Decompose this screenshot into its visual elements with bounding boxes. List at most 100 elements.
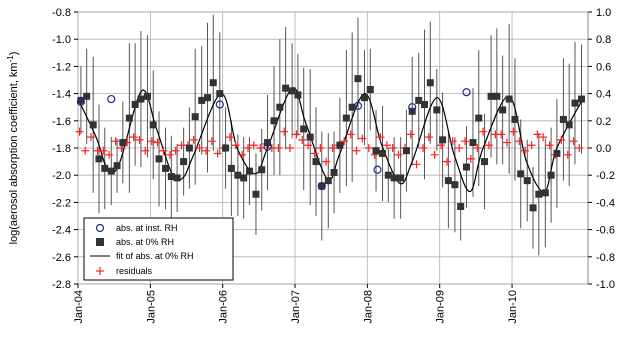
residual-point (328, 144, 337, 152)
abs-0rh-point (415, 96, 423, 104)
residual-point (213, 149, 222, 158)
residual-point (87, 133, 96, 142)
abs-0rh-point (360, 94, 368, 102)
residual-point (497, 130, 506, 139)
residual-point (473, 144, 482, 152)
residual-point (285, 144, 294, 152)
abs-0rh-point (95, 155, 103, 163)
legend-marker-zero (96, 238, 104, 246)
residual-point (292, 130, 301, 139)
abs-0rh-point (511, 115, 519, 123)
abs-0rh-point (252, 190, 260, 198)
abs-inst-point (215, 100, 224, 109)
abs-0rh-point (541, 189, 549, 197)
abs-0rh-point (270, 117, 278, 125)
y2-tick-label: -0.2 (596, 170, 615, 182)
y2-tick-label: -0.6 (596, 225, 615, 237)
y2-tick-label: 0.0 (596, 143, 611, 155)
residual-point (99, 146, 108, 155)
abs-inst-layer (76, 88, 471, 191)
abs-0rh-point (185, 144, 193, 152)
residual-point (376, 133, 385, 142)
residual-point (322, 157, 331, 166)
abs-0rh-point (390, 174, 398, 182)
residual-point (502, 138, 511, 147)
abs-0rh-point (433, 106, 441, 114)
residual-point (515, 137, 524, 146)
residual-point (75, 127, 84, 136)
residual-point (207, 137, 216, 146)
abs-0rh-point (216, 90, 224, 98)
y-tick-label: -2.2 (52, 197, 71, 209)
abs-inst-point (462, 88, 471, 97)
abs-0rh-point (439, 136, 447, 144)
abs-0rh-point (101, 164, 109, 172)
residual-point (430, 150, 439, 159)
residual-point (484, 141, 493, 150)
abs-0rh-point (457, 202, 465, 210)
abs-0rh-point (372, 147, 380, 155)
residual-point (563, 150, 572, 159)
residual-point (575, 144, 584, 152)
residual-point (479, 127, 488, 136)
abs-0rh-point (77, 96, 85, 104)
y2-tick-label: 0.4 (596, 89, 611, 101)
abs-0rh-point (222, 144, 230, 152)
residual-point (521, 146, 530, 155)
x-tick-label: Jan-06 (218, 290, 230, 324)
residual-point (141, 146, 150, 155)
residual-point (129, 133, 138, 142)
y2-tick-label: -0.8 (596, 252, 615, 264)
residual-point (304, 141, 313, 150)
abs-0rh-point (294, 91, 302, 99)
abs-0rh-point (203, 94, 211, 102)
abs-inst-point (263, 142, 272, 151)
abs-0rh-point (397, 174, 405, 182)
abs-0rh-point (336, 141, 344, 149)
abs-0rh-point (529, 204, 537, 212)
abs-0rh-point (577, 95, 585, 103)
x-axis: Jan-04 Jan-05 Jan-06 Jan-07 Jan-08 Jan-09 Jan-… (73, 284, 519, 324)
residual-point (202, 146, 211, 155)
abs-0rh-point (180, 158, 188, 166)
residual-point (539, 133, 548, 142)
abs-0rh-point (312, 158, 320, 166)
residual-point (244, 144, 252, 152)
residual-point (455, 144, 464, 152)
abs-0rh-point (162, 164, 170, 172)
abs-0rh-point (288, 87, 296, 95)
abs-0rh-point (198, 96, 206, 104)
residual-point (461, 137, 470, 146)
abs-0rh-point (421, 100, 429, 108)
abs-0rh-point (462, 163, 470, 171)
abs-0rh-point (384, 171, 392, 179)
residuals-layer (75, 127, 584, 169)
abs-0rh-point (107, 167, 115, 175)
y2-tick-label: 0.2 (596, 116, 611, 128)
abs-0rh-point (113, 162, 121, 170)
abs-0rh-layer (77, 75, 585, 212)
residual-point (159, 146, 168, 155)
abs-inst-point (408, 103, 417, 112)
abs-0rh-point (475, 114, 483, 122)
abs-0rh-point (149, 121, 157, 129)
y-tick-label: -1.2 (52, 61, 71, 73)
y-axis-right: 1.0 0.8 0.6 0.4 0.2 0.0 -0.2 -0.4 -0.6 -0.8 -1.0 (588, 7, 615, 291)
y-tick-label: -2.0 (52, 170, 71, 182)
abs-0rh-point (89, 121, 97, 129)
abs-0rh-point (342, 114, 350, 122)
abs-0rh-point (354, 75, 362, 83)
abs-0rh-point (83, 92, 91, 100)
y2-tick-label: 1.0 (596, 7, 611, 19)
residual-point (153, 138, 162, 147)
x-tick-label: Jan-08 (362, 290, 374, 324)
residual-point (533, 130, 542, 139)
residual-point (364, 144, 373, 152)
abs-0rh-point (469, 139, 477, 147)
x-tick-label: Jan-09 (435, 290, 447, 324)
residual-point (509, 127, 518, 136)
residual-point (298, 135, 307, 144)
residual-point (105, 150, 114, 159)
residual-point (316, 144, 325, 152)
